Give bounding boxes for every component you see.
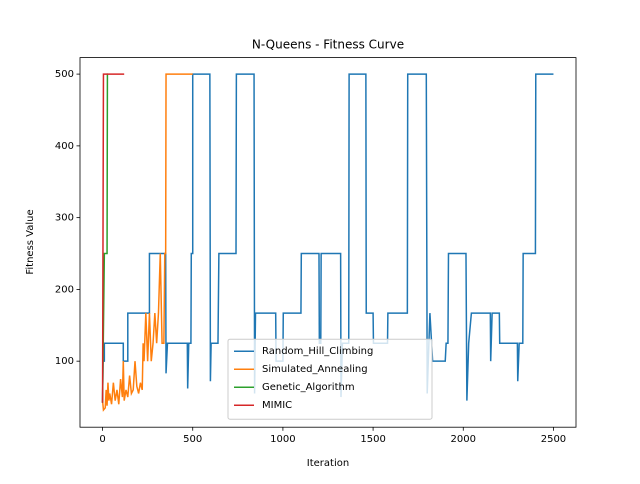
x-axis-label: Iteration	[307, 458, 349, 469]
x-tick-label: 0	[99, 434, 105, 445]
x-tick-label: 2500	[541, 434, 566, 445]
line-series	[101, 73, 554, 403]
legend-label: Genetic_Algorithm	[262, 382, 355, 393]
y-tick-label: 300	[55, 213, 74, 224]
plot-area	[101, 73, 554, 412]
axes-frame	[79, 57, 577, 428]
line-series	[101, 73, 125, 403]
chart-title: N-Queens - Fitness Curve	[252, 38, 404, 52]
legend-label: Simulated_Annealing	[262, 364, 368, 375]
y-axis-label: Fitness Value	[25, 209, 36, 274]
legend-box	[227, 338, 433, 420]
x-tick-label: 500	[183, 434, 202, 445]
y-tick-label: 200	[55, 284, 74, 295]
x-tick-label: 1500	[360, 434, 385, 445]
y-tick-label: 400	[55, 141, 74, 152]
line-series	[101, 73, 193, 412]
y-tick-label: 100	[55, 356, 74, 367]
legend-label: MIMIC	[262, 400, 292, 411]
legend-label: Random_Hill_Climbing	[262, 346, 373, 357]
x-tick-label: 2000	[451, 434, 476, 445]
y-tick-label: 500	[55, 69, 74, 80]
x-tick-label: 1000	[270, 434, 295, 445]
